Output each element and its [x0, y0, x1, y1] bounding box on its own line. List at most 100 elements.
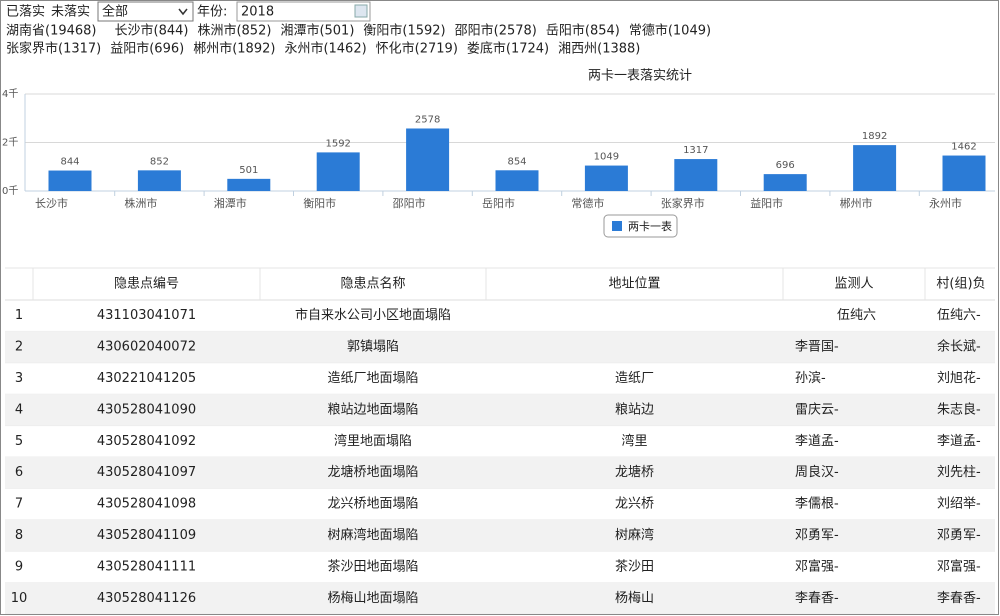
select-box[interactable]	[97, 1, 194, 22]
cell: 430528041111	[97, 559, 196, 574]
region-link[interactable]: 邵阳市(2578)	[455, 23, 537, 39]
y-tick-label: 0千	[2, 185, 18, 197]
cell: 市自来水公司小区地面塌陷	[295, 307, 451, 323]
data-label: 1317	[683, 145, 708, 156]
year-input[interactable]	[236, 1, 371, 22]
table-header: 村(组)负	[936, 277, 985, 292]
cell: 刘旭花-	[937, 370, 981, 386]
data-label: 1049	[594, 152, 619, 163]
row-index: 8	[15, 528, 23, 543]
year-value: 2018	[241, 5, 274, 20]
region-link[interactable]: 岳阳市(854)	[546, 23, 620, 39]
cell: 郭镇塌陷	[347, 339, 399, 355]
bar[interactable]	[495, 170, 539, 191]
bar[interactable]	[406, 128, 450, 191]
region-link[interactable]: 衡阳市(1592)	[363, 23, 445, 39]
x-tick-label: 湘潭市	[214, 196, 247, 210]
select-arrow	[178, 8, 188, 16]
cell: 邓勇军-	[795, 528, 839, 543]
row-bg	[5, 394, 995, 426]
legend-swatch	[612, 221, 622, 231]
bar[interactable]	[137, 170, 181, 191]
cell: 431103041071	[97, 308, 196, 323]
cell: 430528041097	[97, 465, 196, 480]
cell: 伍纯六	[837, 308, 876, 323]
x-tick-label: 邵阳市	[393, 196, 426, 210]
bar[interactable]	[763, 174, 807, 191]
row-index: 6	[15, 465, 23, 480]
region-link[interactable]: 张家界市(1317)	[6, 41, 101, 57]
data-label: 501	[239, 165, 258, 176]
bar[interactable]	[674, 159, 718, 191]
row-index: 7	[15, 497, 23, 512]
cell: 邓富强-	[937, 558, 981, 574]
cell: 湾里地面塌陷	[334, 433, 412, 449]
cell: 刘先柱-	[937, 465, 981, 480]
year-label: 年份:	[197, 5, 227, 20]
x-tick-label: 岳阳市	[482, 196, 515, 210]
row-bg	[5, 331, 995, 363]
bar[interactable]	[853, 145, 897, 191]
region-link[interactable]: 永州市(1462)	[284, 41, 366, 57]
row-index: 5	[15, 434, 23, 449]
cell: 430528041126	[97, 591, 196, 606]
row-index: 9	[15, 559, 23, 574]
legend-box[interactable]	[603, 214, 678, 238]
cell: 龙塘桥	[615, 464, 654, 480]
cell: 杨梅山地面塌陷	[327, 591, 418, 606]
cell: 造纸厂	[615, 371, 654, 386]
row-bg	[5, 457, 995, 489]
cell: 造纸厂地面塌陷	[327, 371, 418, 386]
cell: 李春香-	[937, 591, 981, 606]
y-tick-label: 2千	[2, 137, 18, 149]
region-link[interactable]: 湘西州(1388)	[558, 42, 640, 57]
bar[interactable]	[227, 178, 271, 191]
row-index: 4	[15, 402, 23, 417]
region-link[interactable]: 株洲市(852)	[197, 23, 271, 39]
bar[interactable]	[584, 165, 628, 191]
cell: 湾里	[621, 433, 647, 449]
cell: 李儒根-	[795, 497, 839, 512]
x-tick-label: 衡阳市	[303, 196, 336, 210]
region-link[interactable]: 益阳市(696)	[110, 41, 184, 57]
cell: 邓富强-	[795, 558, 839, 574]
x-tick-label: 长沙市	[35, 196, 68, 210]
region-link[interactable]: 娄底市(1724)	[467, 41, 549, 57]
region-link[interactable]: 湘潭市(501)	[280, 23, 354, 39]
region-link[interactable]: 湖南省(19468)	[6, 23, 97, 39]
cell: 龙兴桥	[615, 497, 654, 512]
table-header: 监测人	[834, 277, 873, 292]
region-link[interactable]: 常德市(1049)	[629, 23, 711, 39]
x-tick-label: 永州市	[929, 196, 962, 210]
cell: 余长斌-	[937, 339, 981, 355]
cell: 树麻湾	[615, 527, 654, 543]
cell: 杨梅山	[615, 591, 654, 606]
bar[interactable]	[316, 152, 360, 191]
select-value: 全部	[102, 4, 128, 20]
data-label: 1462	[951, 142, 976, 153]
cell: 430528041098	[97, 497, 196, 512]
cell: 茶沙田地面塌陷	[327, 558, 418, 574]
cell: 伍纯六-	[937, 308, 981, 323]
cell: 雷庆云-	[795, 402, 839, 417]
filter-undone[interactable]: 未落实	[51, 5, 90, 20]
x-tick-label: 益阳市	[750, 196, 783, 210]
table-header: 隐患点名称	[340, 276, 405, 292]
region-link[interactable]: 郴州市(1892)	[193, 41, 275, 57]
data-label: 1892	[862, 131, 887, 142]
region-link[interactable]: 怀化市(2719)	[376, 41, 458, 57]
legend-label: 两卡一表	[628, 219, 672, 233]
chart-title: 两卡一表落实统计	[588, 69, 692, 84]
y-tick-label: 4千	[2, 88, 18, 100]
region-link[interactable]: 长沙市(844)	[115, 23, 189, 39]
cell: 龙兴桥地面塌陷	[327, 497, 418, 512]
bar[interactable]	[942, 155, 986, 191]
data-label: 852	[150, 156, 169, 167]
table-header: 地址位置	[608, 277, 660, 292]
calendar-icon[interactable]	[354, 4, 368, 18]
cell: 李春香-	[795, 591, 839, 606]
bar[interactable]	[48, 170, 92, 191]
x-tick-label: 郴州市	[840, 196, 873, 210]
filter-done[interactable]: 已落实	[6, 5, 45, 20]
